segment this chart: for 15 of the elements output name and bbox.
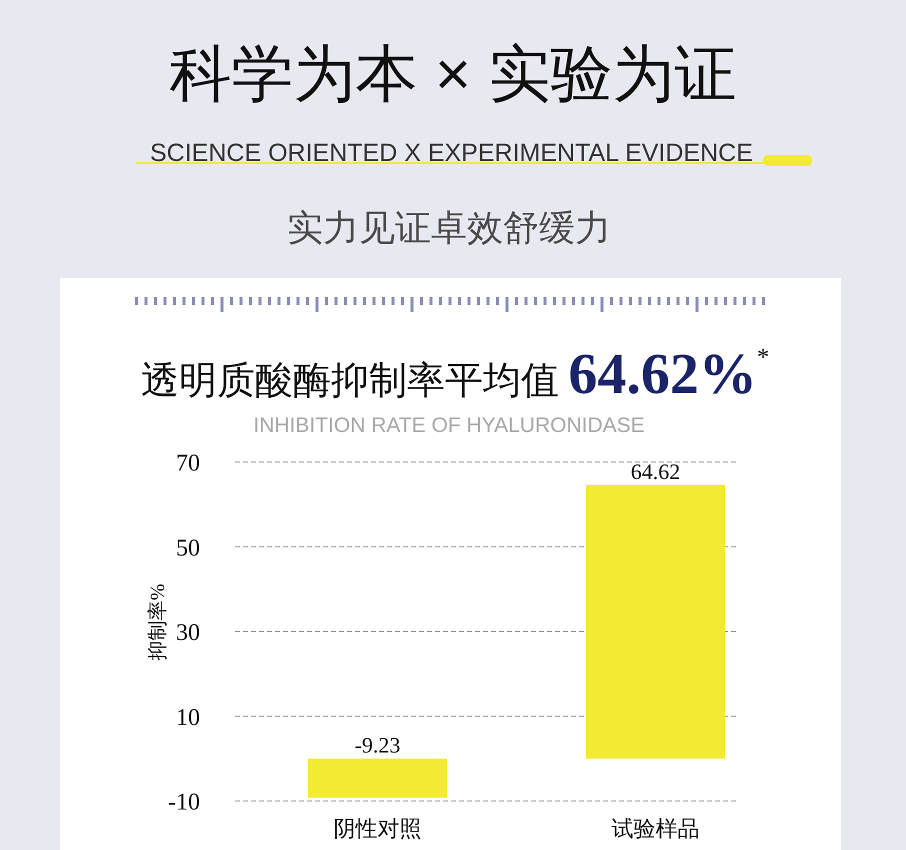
text: 实力见证卓效舒缓力: [287, 207, 611, 248]
chart-subtitle: SCIENCE ORIENTED X EXPERIMENTAL EVIDENCE: [150, 139, 753, 167]
text: 透明质酸酶抑制率平均值 64.62%$^{*}$: [140, 341, 770, 406]
x-tick-label: 试验样品: [612, 816, 700, 841]
text: INHIBITION RATE OF HYALURONIDASE: [253, 414, 645, 437]
data-label: 64.62: [630, 458, 680, 484]
y-axis-title: 抑制率%: [147, 584, 169, 660]
y-tick-label: -10: [168, 790, 200, 816]
chart-title: 科学为本 × 实验为证: [170, 40, 736, 109]
y-tick-label: 30: [176, 620, 200, 646]
data-label: -9.23: [354, 732, 400, 758]
y-tick-label: 70: [176, 450, 200, 476]
y-tick-label: 50: [176, 535, 200, 562]
y-tick-label: 10: [176, 704, 200, 731]
x-tick-label: 阴性对照: [334, 816, 422, 841]
